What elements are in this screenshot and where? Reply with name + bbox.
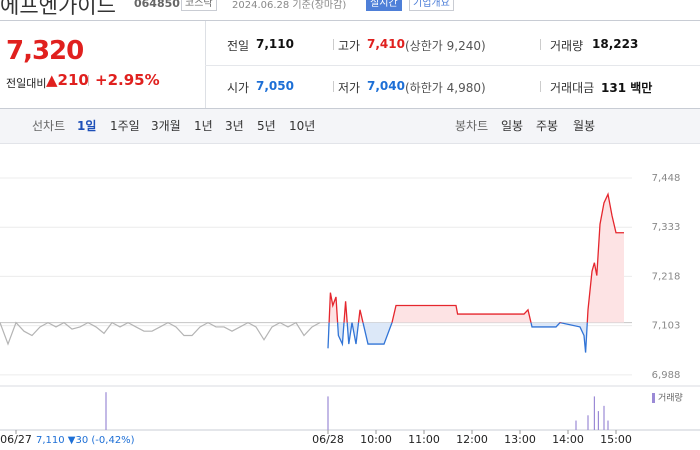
stat-sub: (하한가 4,980)	[405, 81, 486, 95]
stat-sub: (상한가 9,240)	[405, 39, 486, 53]
x-tick-label: 12:00	[456, 433, 488, 446]
volume-bar	[575, 420, 577, 430]
area-up	[329, 194, 624, 323]
line	[0, 321, 321, 346]
y-tick-label: 7,103	[652, 321, 681, 332]
stat-value: 18,223	[592, 37, 639, 51]
stat-value: 7,410	[367, 37, 405, 51]
date: 2024.06.28 기준(장마감)	[232, 0, 347, 11]
volume-bar	[607, 420, 609, 430]
candle-tab[interactable]: 주봉	[536, 119, 559, 133]
stat-value: 7,110	[256, 37, 294, 51]
tab-group-label: 봉차트	[455, 119, 489, 133]
y-tick-label: 6,988	[652, 370, 681, 381]
volume-bar	[105, 392, 107, 430]
candle-tab[interactable]: 일봉	[501, 119, 524, 133]
legend-label: 거래량	[658, 392, 683, 404]
x-tick-label: 13:00	[504, 433, 536, 446]
stat-label: 고가	[338, 39, 361, 53]
stat-label: 전일	[227, 39, 250, 53]
rate: +2.95%	[95, 71, 160, 89]
divider	[205, 21, 206, 108]
stat-value: 7,050	[256, 79, 294, 93]
x-tick-label: 06/28	[312, 433, 344, 446]
x-tick-label: 11:00	[408, 433, 440, 446]
y-tick-label: 7,448	[652, 173, 681, 184]
realtime-button[interactable]: 실시간	[366, 0, 402, 11]
volume-bar	[593, 396, 595, 430]
tab-bar	[0, 108, 700, 144]
volume-bar	[587, 415, 589, 430]
change: ▲210	[46, 71, 89, 89]
period-tab[interactable]: 5년	[257, 119, 276, 133]
period-tab[interactable]: 3개월	[151, 119, 181, 133]
divider	[0, 20, 700, 21]
area-down	[328, 322, 624, 353]
footer-info: 7,110 ▼30 (-0,42%)	[36, 435, 135, 446]
volume-bar	[327, 396, 329, 430]
stat-label: 거래량	[550, 39, 584, 53]
stat-value: 131 백만	[601, 81, 653, 95]
candle-tab[interactable]: 월봉	[573, 119, 596, 133]
y-tick-label: 7,218	[652, 271, 681, 282]
stat-label: 시가	[227, 81, 250, 95]
stock-name: 에프엔가이드	[0, 0, 116, 18]
stock-code: 064850	[134, 0, 180, 10]
stat-label: 저가	[338, 81, 361, 95]
legend-swatch	[652, 393, 655, 403]
x-tick-label: 06/27	[0, 433, 32, 446]
change-label: 전일대비	[6, 77, 47, 90]
x-tick-label: 10:00	[360, 433, 392, 446]
stat-label: 거래대금	[550, 81, 595, 95]
period-tab[interactable]: 1년	[194, 119, 213, 133]
line-up	[328, 192, 624, 323]
volume-bar	[597, 411, 599, 430]
stat-value: 7,040	[367, 79, 405, 93]
price: 7,320	[6, 36, 84, 66]
period-tab[interactable]: 10년	[289, 119, 316, 133]
overview-button[interactable]: 기업개요	[409, 0, 454, 11]
volume-bar	[603, 405, 605, 430]
divider	[205, 65, 700, 66]
period-tab[interactable]: 1일	[77, 119, 97, 133]
tab-group-label: 선차트	[32, 119, 66, 133]
period-tab[interactable]: 3년	[225, 119, 244, 133]
market-badge: 코스닥	[181, 0, 217, 11]
x-tick-label: 14:00	[552, 433, 584, 446]
x-tick-label: 15:00	[600, 433, 632, 446]
y-tick-label: 7,333	[652, 222, 681, 233]
period-tab[interactable]: 1주일	[110, 119, 140, 133]
